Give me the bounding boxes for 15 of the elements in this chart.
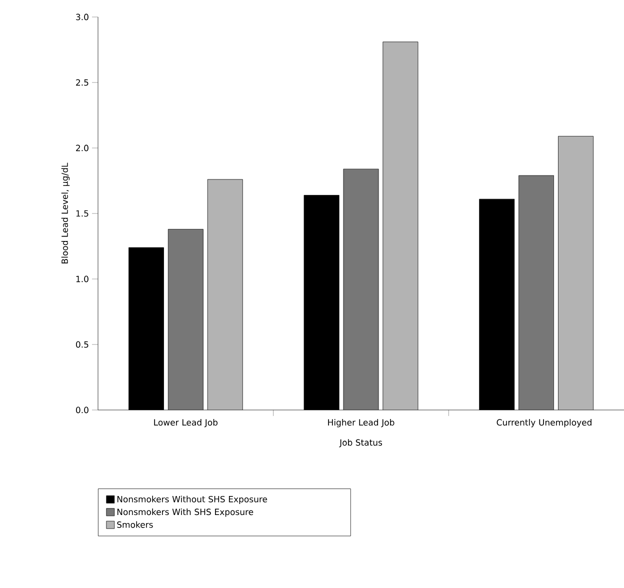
- legend-label: Smokers: [117, 521, 153, 528]
- x-tick-label: Lower Lead Job: [154, 419, 218, 428]
- legend-label: Nonsmokers Without SHS Exposure: [117, 496, 268, 504]
- x-axis-title: Job Status: [339, 439, 382, 448]
- y-tick-label: 0.0: [76, 406, 88, 414]
- y-tick-label: 3.0: [76, 14, 88, 20]
- y-tick-label: 2.5: [76, 79, 88, 86]
- y-tick-label: 1.0: [76, 276, 88, 282]
- y-tick-label: 1.5: [76, 210, 88, 217]
- legend-label: Nonsmokers With SHS Exposure: [117, 508, 254, 517]
- x-tick-label: Currently Unemployed: [496, 419, 592, 428]
- y-tick-label: 0.5: [76, 341, 88, 348]
- y-axis-title: Blood Lead Level, µg/dL: [61, 162, 70, 264]
- y-tick-label: 2.0: [76, 144, 88, 152]
- x-tick-label: Higher Lead Job: [328, 419, 394, 428]
